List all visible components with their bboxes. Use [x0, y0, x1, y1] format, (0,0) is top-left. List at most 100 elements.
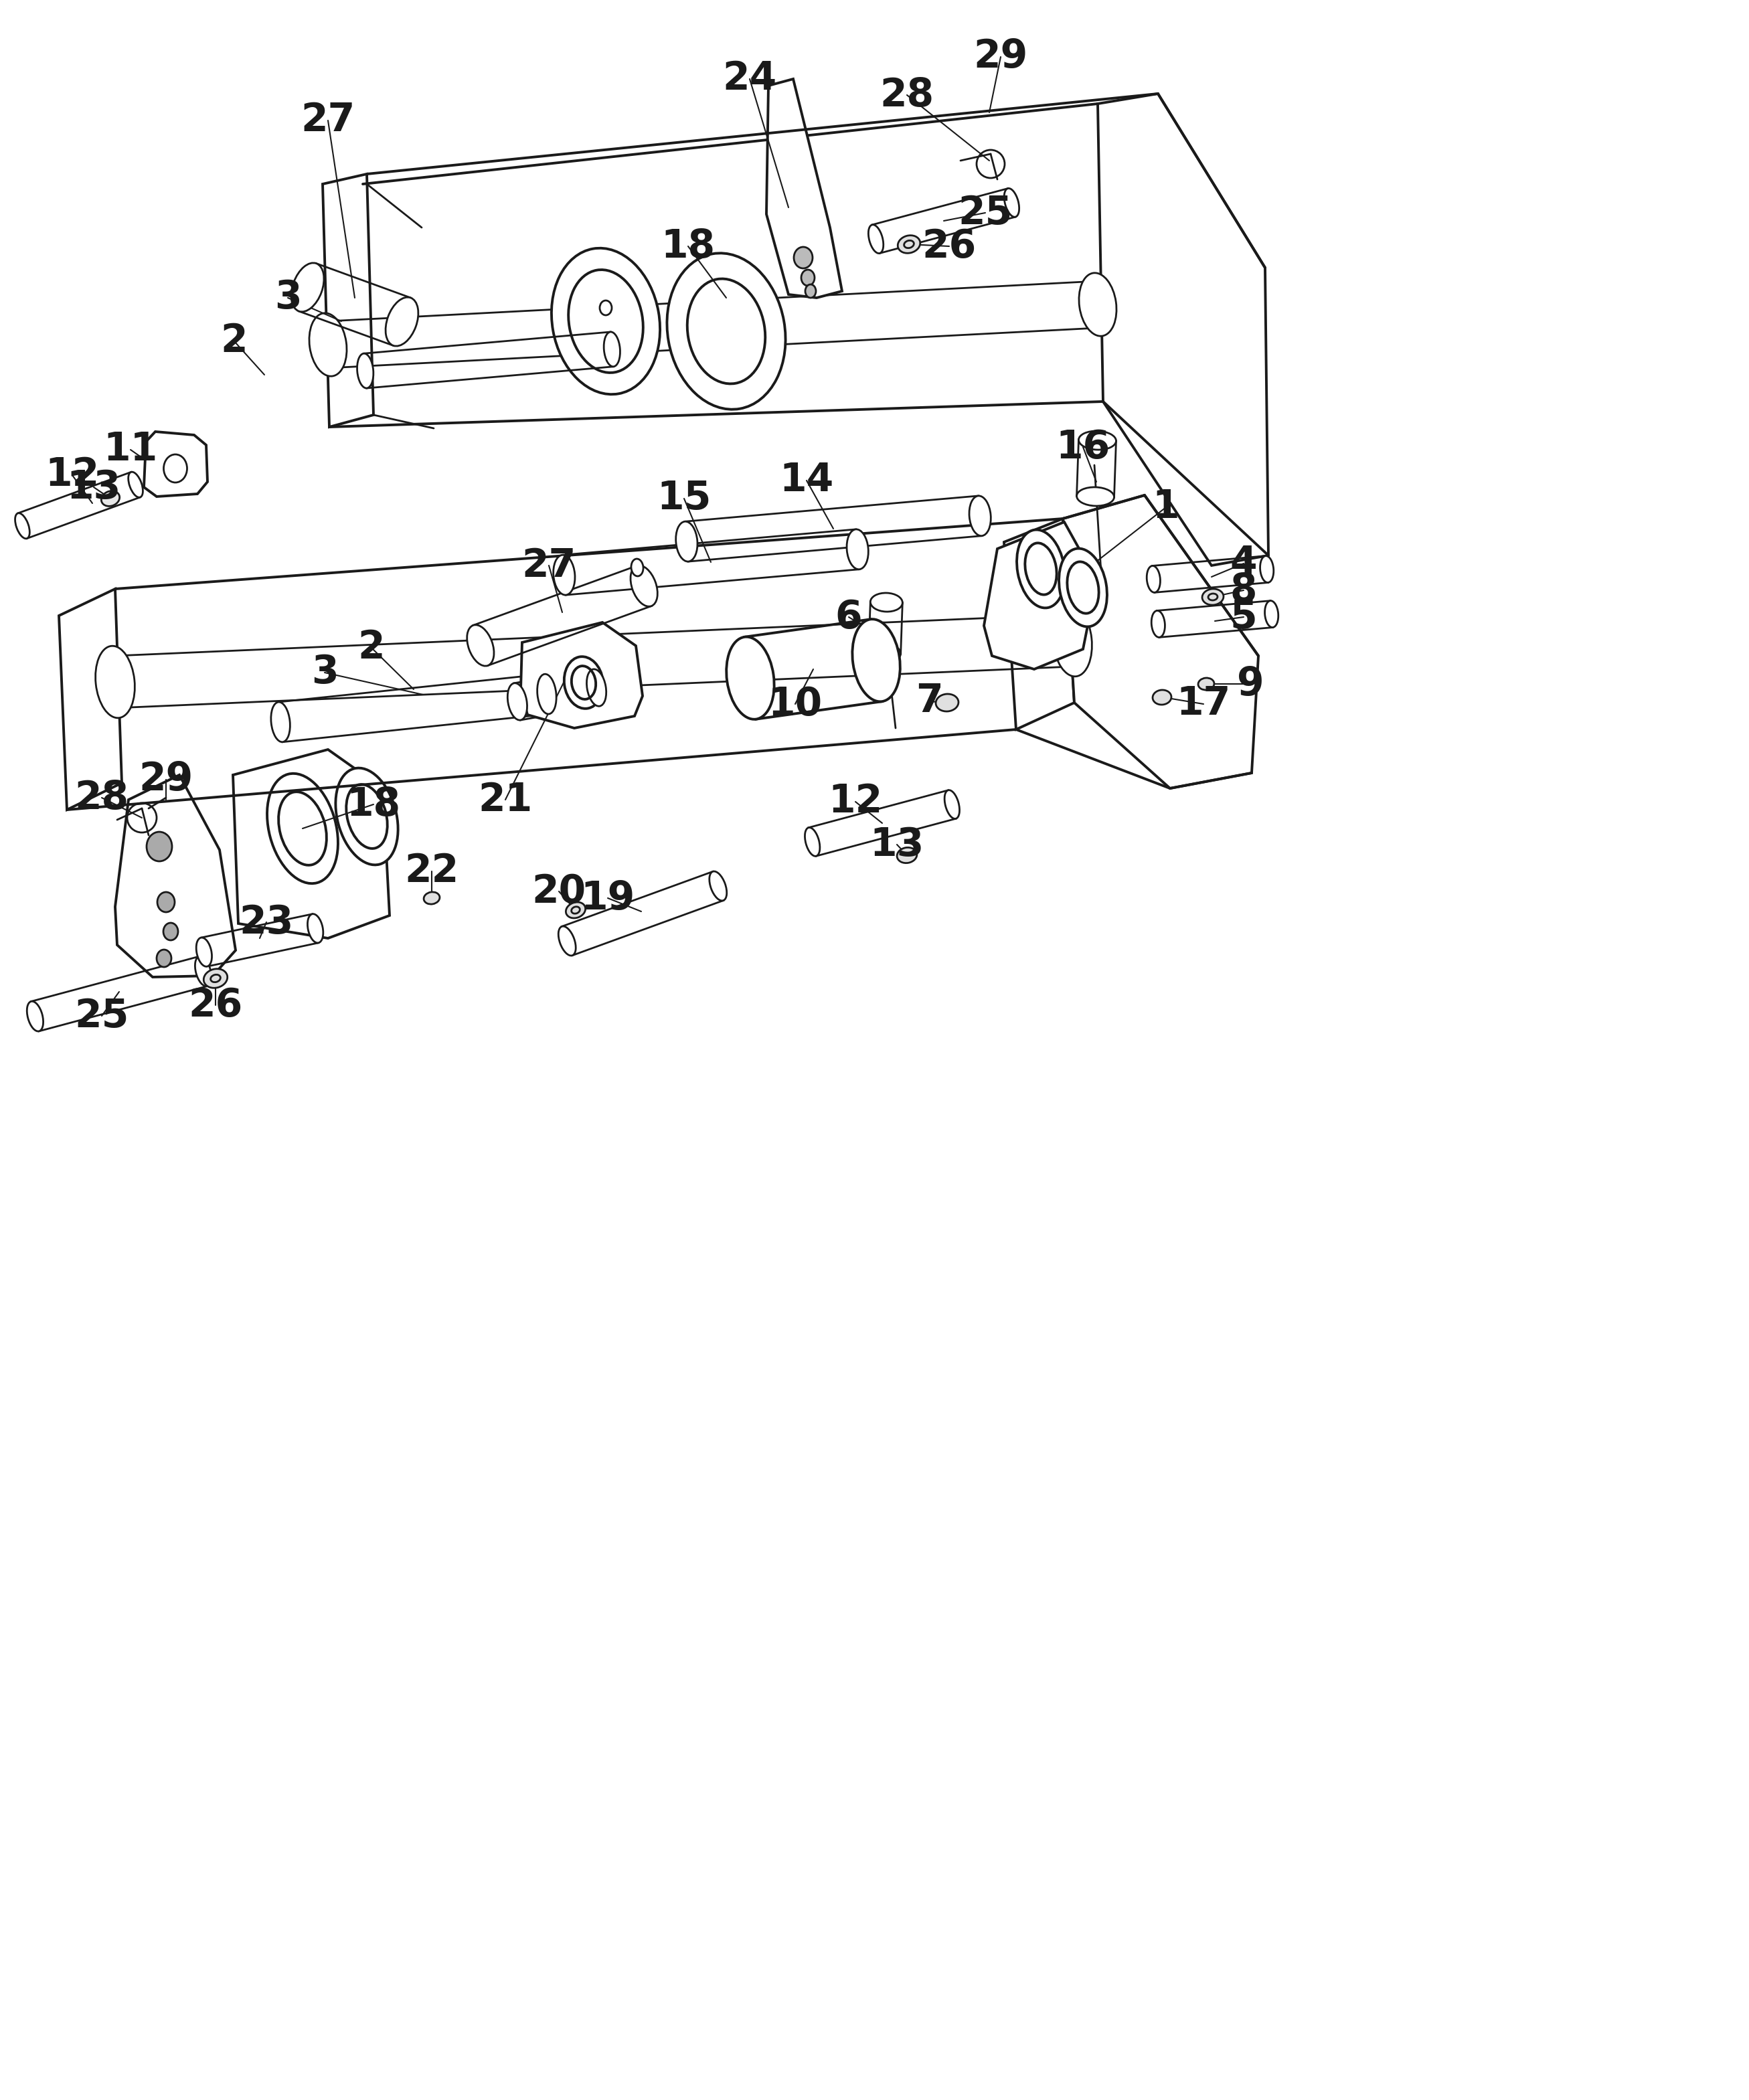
Text: 16: 16 — [1056, 428, 1111, 466]
Ellipse shape — [308, 914, 324, 943]
Ellipse shape — [869, 645, 901, 662]
Polygon shape — [233, 750, 390, 939]
Ellipse shape — [852, 620, 901, 701]
Ellipse shape — [871, 592, 902, 611]
Text: 13: 13 — [66, 468, 121, 506]
Ellipse shape — [897, 235, 920, 254]
Text: 12: 12 — [829, 783, 883, 821]
Ellipse shape — [271, 701, 290, 741]
Ellipse shape — [203, 968, 227, 987]
Text: 10: 10 — [768, 685, 822, 722]
Ellipse shape — [507, 683, 526, 720]
Ellipse shape — [336, 769, 399, 865]
Ellipse shape — [157, 892, 175, 911]
Ellipse shape — [603, 332, 621, 368]
Text: 11: 11 — [103, 430, 157, 468]
Ellipse shape — [1058, 548, 1107, 626]
Ellipse shape — [675, 521, 698, 561]
Text: 12: 12 — [45, 456, 100, 494]
Text: 24: 24 — [722, 61, 777, 99]
Ellipse shape — [558, 926, 575, 956]
Ellipse shape — [944, 790, 960, 819]
Ellipse shape — [567, 903, 586, 918]
Text: 7: 7 — [915, 683, 943, 720]
Ellipse shape — [292, 262, 324, 311]
Text: 23: 23 — [240, 903, 294, 941]
Ellipse shape — [1079, 430, 1116, 449]
Text: 1: 1 — [1153, 487, 1179, 527]
Text: 14: 14 — [780, 462, 834, 500]
Ellipse shape — [710, 872, 728, 901]
Ellipse shape — [969, 496, 992, 536]
Polygon shape — [1063, 496, 1258, 788]
Text: 29: 29 — [974, 38, 1028, 76]
Ellipse shape — [196, 956, 212, 987]
Text: 6: 6 — [834, 598, 862, 636]
Ellipse shape — [1259, 557, 1273, 582]
Ellipse shape — [1004, 189, 1020, 216]
Ellipse shape — [631, 565, 658, 607]
Text: 21: 21 — [477, 781, 532, 819]
Ellipse shape — [1265, 601, 1279, 628]
Text: 3: 3 — [275, 279, 301, 317]
Ellipse shape — [1053, 605, 1091, 676]
Polygon shape — [115, 775, 236, 977]
Text: 25: 25 — [958, 193, 1013, 231]
Ellipse shape — [1153, 691, 1172, 706]
Text: 28: 28 — [880, 76, 934, 113]
Ellipse shape — [1198, 678, 1214, 691]
Ellipse shape — [164, 454, 187, 483]
Ellipse shape — [586, 670, 607, 706]
Text: 2: 2 — [220, 321, 248, 361]
Text: 27: 27 — [301, 101, 355, 139]
Text: 15: 15 — [658, 479, 712, 517]
Text: 29: 29 — [138, 760, 192, 798]
Text: 25: 25 — [75, 998, 129, 1035]
Text: 18: 18 — [346, 785, 401, 823]
Ellipse shape — [936, 693, 958, 712]
Text: 9: 9 — [1237, 666, 1265, 704]
Polygon shape — [322, 174, 374, 426]
Text: 13: 13 — [869, 825, 923, 863]
Ellipse shape — [196, 937, 212, 966]
Ellipse shape — [897, 848, 916, 863]
Text: 27: 27 — [521, 546, 575, 584]
Text: 28: 28 — [75, 779, 129, 817]
Ellipse shape — [1077, 487, 1114, 506]
Ellipse shape — [157, 949, 171, 966]
Text: 26: 26 — [189, 987, 243, 1025]
Ellipse shape — [869, 225, 883, 254]
Ellipse shape — [310, 313, 346, 376]
Ellipse shape — [1202, 588, 1224, 605]
Ellipse shape — [147, 832, 171, 861]
Text: 8: 8 — [1230, 571, 1258, 609]
Ellipse shape — [128, 473, 143, 498]
Polygon shape — [766, 80, 841, 298]
Ellipse shape — [1079, 273, 1116, 336]
Text: 17: 17 — [1177, 685, 1231, 722]
Polygon shape — [1098, 95, 1268, 565]
Polygon shape — [985, 523, 1098, 670]
Text: 26: 26 — [922, 227, 976, 265]
Polygon shape — [143, 433, 208, 496]
Ellipse shape — [268, 773, 338, 884]
Text: 4: 4 — [1230, 544, 1258, 582]
Ellipse shape — [805, 827, 820, 857]
Text: 22: 22 — [404, 853, 458, 890]
Ellipse shape — [600, 300, 612, 315]
Text: 3: 3 — [311, 653, 338, 691]
Ellipse shape — [423, 892, 439, 905]
Polygon shape — [1004, 519, 1074, 729]
Text: 20: 20 — [532, 872, 586, 911]
Ellipse shape — [467, 626, 493, 666]
Text: 2: 2 — [359, 628, 385, 668]
Ellipse shape — [551, 248, 659, 395]
Ellipse shape — [96, 647, 135, 718]
Text: 19: 19 — [581, 880, 635, 918]
Ellipse shape — [794, 248, 813, 269]
Text: 18: 18 — [661, 227, 715, 265]
Ellipse shape — [801, 269, 815, 286]
Ellipse shape — [565, 657, 603, 708]
Ellipse shape — [631, 559, 644, 575]
Ellipse shape — [1147, 565, 1160, 592]
